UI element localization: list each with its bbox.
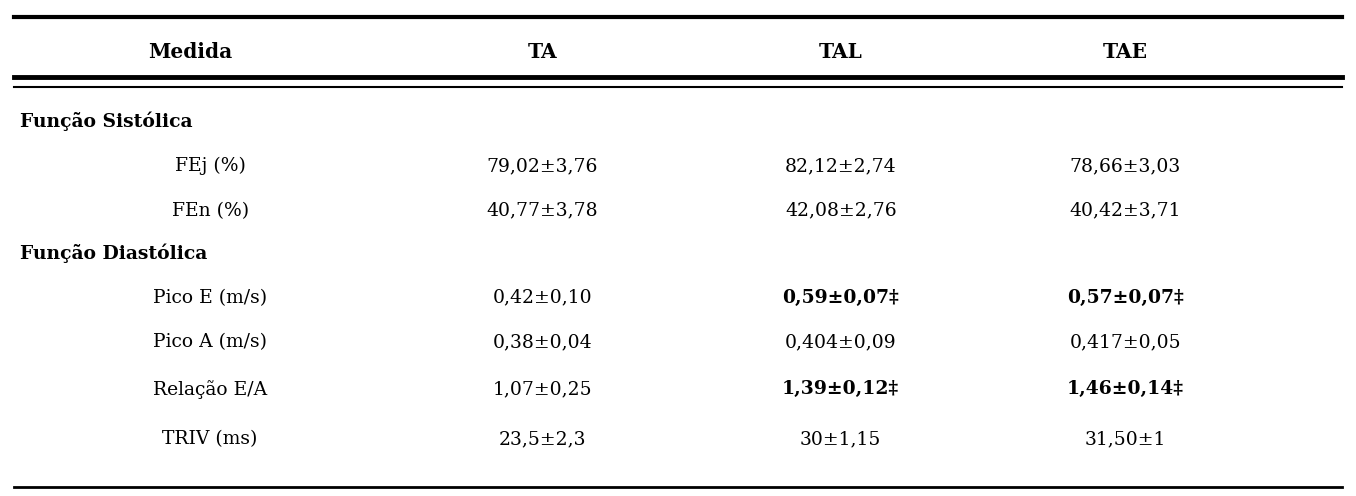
- Text: Pico A (m/s): Pico A (m/s): [153, 333, 267, 351]
- Text: Função Sistólica: Função Sistólica: [20, 112, 193, 131]
- Text: 79,02±3,76: 79,02±3,76: [487, 157, 598, 175]
- Text: 1,39±0,12‡: 1,39±0,12‡: [782, 380, 899, 398]
- Text: 1,07±0,25: 1,07±0,25: [492, 380, 593, 398]
- Text: 42,08±2,76: 42,08±2,76: [785, 202, 896, 220]
- Text: 78,66±3,03: 78,66±3,03: [1070, 157, 1181, 175]
- Text: 0,417±0,05: 0,417±0,05: [1070, 333, 1181, 351]
- Text: 0,404±0,09: 0,404±0,09: [785, 333, 896, 351]
- Text: 31,50±1: 31,50±1: [1085, 430, 1166, 448]
- Text: TAE: TAE: [1102, 42, 1149, 62]
- Text: TA: TA: [527, 42, 557, 62]
- Text: 40,42±3,71: 40,42±3,71: [1070, 202, 1181, 220]
- Text: 0,38±0,04: 0,38±0,04: [492, 333, 593, 351]
- Text: Relação E/A: Relação E/A: [153, 380, 267, 399]
- Text: Função Diastólica: Função Diastólica: [20, 243, 207, 263]
- Text: FEn (%): FEn (%): [172, 202, 248, 220]
- Text: 40,77±3,78: 40,77±3,78: [487, 202, 598, 220]
- Text: Medida: Medida: [148, 42, 232, 62]
- Text: 0,59±0,07‡: 0,59±0,07‡: [782, 289, 899, 307]
- Text: FEj (%): FEj (%): [175, 157, 245, 175]
- Text: 23,5±2,3: 23,5±2,3: [499, 430, 586, 448]
- Text: 30±1,15: 30±1,15: [800, 430, 881, 448]
- Text: Pico E (m/s): Pico E (m/s): [153, 289, 267, 307]
- Text: TAL: TAL: [819, 42, 862, 62]
- Text: 0,57±0,07‡: 0,57±0,07‡: [1067, 289, 1184, 307]
- Text: 1,46±0,14‡: 1,46±0,14‡: [1067, 380, 1184, 398]
- Text: 0,42±0,10: 0,42±0,10: [492, 289, 593, 307]
- Text: 82,12±2,74: 82,12±2,74: [785, 157, 896, 175]
- Text: TRIV (ms): TRIV (ms): [163, 430, 258, 448]
